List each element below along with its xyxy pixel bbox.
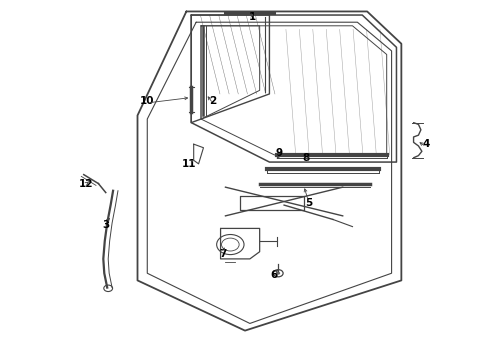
Text: 5: 5 (305, 198, 312, 208)
Text: 3: 3 (102, 220, 109, 230)
Circle shape (276, 272, 280, 275)
Text: 12: 12 (79, 179, 94, 189)
Text: 11: 11 (182, 159, 196, 169)
Text: 2: 2 (210, 96, 217, 106)
Text: 10: 10 (140, 96, 154, 106)
Text: 1: 1 (249, 12, 256, 22)
Text: 4: 4 (422, 139, 429, 149)
Text: 6: 6 (270, 270, 278, 280)
Text: 8: 8 (302, 153, 310, 163)
Text: 9: 9 (276, 148, 283, 158)
Text: 7: 7 (220, 248, 227, 258)
